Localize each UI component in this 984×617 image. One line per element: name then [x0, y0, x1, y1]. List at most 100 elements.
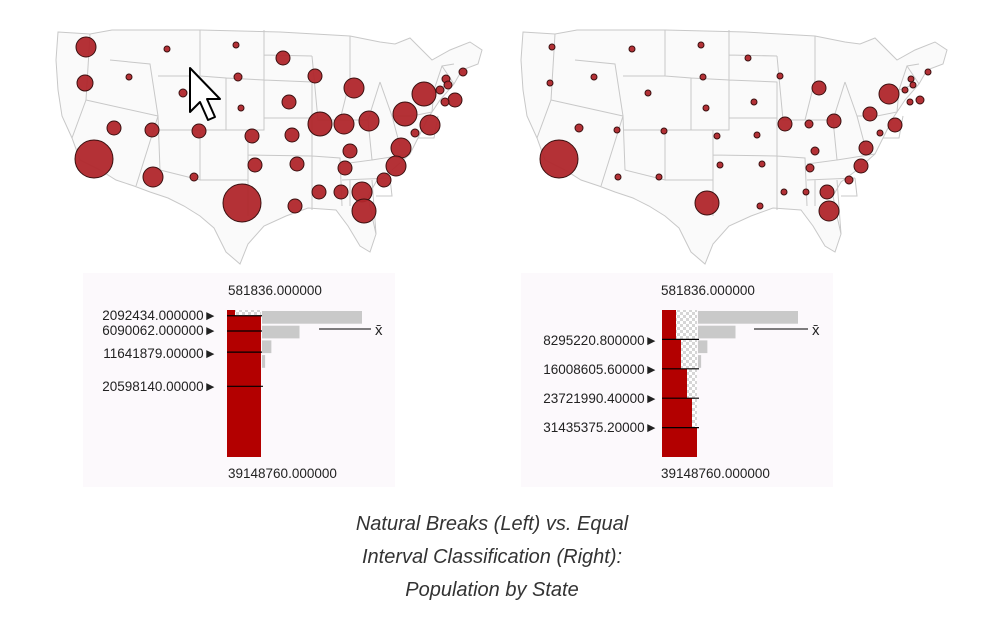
frequency-bar [262, 340, 272, 354]
state-population-symbol [333, 184, 349, 200]
state-population-symbol [744, 54, 752, 62]
histogram-plot: x̄ [662, 310, 820, 457]
state-population-symbol [307, 68, 323, 84]
state-population-symbol [539, 139, 579, 179]
state-population-symbol [222, 183, 262, 223]
state-population-symbol [307, 111, 333, 137]
state-population-symbol [178, 88, 188, 98]
state-population-symbol [574, 123, 584, 133]
state-population-symbol [702, 104, 710, 112]
equal-interval-histogram: 581836.000000 39148760.000000 8295220.80… [521, 273, 833, 487]
state-population-symbol [614, 173, 622, 181]
class-fill-2 [227, 315, 261, 331]
state-population-symbol [435, 85, 445, 95]
us-state-borders [55, 29, 483, 265]
class-fill-1 [662, 310, 676, 340]
state-population-symbol [343, 77, 365, 99]
state-population-symbol [901, 86, 909, 94]
class-fill-3 [662, 368, 687, 399]
state-population-symbol [74, 139, 114, 179]
break-label-3: 23721990.40000► [543, 391, 658, 406]
state-population-symbol [924, 68, 932, 76]
break-label-1: 8295220.800000► [543, 333, 658, 348]
break-label-1: 2092434.000000► [102, 308, 217, 323]
state-population-symbol [858, 140, 874, 156]
state-population-symbol [907, 75, 915, 83]
state-population-symbol [548, 43, 556, 51]
proportional-symbols [74, 36, 468, 224]
state-population-symbol [810, 146, 820, 156]
histogram-plot: x̄ [227, 310, 383, 457]
state-population-symbol [191, 123, 207, 139]
min-label: 581836.000000 [228, 283, 322, 298]
class-fill-4 [662, 398, 692, 428]
natural-breaks-map [55, 29, 483, 265]
equal-interval-map [520, 29, 948, 265]
state-population-symbol [281, 94, 297, 110]
state-population-symbol [613, 126, 621, 134]
state-population-symbol [289, 156, 305, 172]
mean-symbol: x̄ [812, 322, 820, 339]
frequency-bar [262, 325, 300, 339]
mean-symbol: x̄ [375, 322, 383, 339]
state-population-symbol [716, 161, 724, 169]
state-population-symbol [862, 106, 878, 122]
natural-breaks-histogram: 581836.000000 39148760.000000 2092434.00… [83, 273, 395, 487]
state-population-symbol [628, 45, 636, 53]
frequency-bar [698, 340, 708, 354]
state-population-symbol [232, 41, 240, 49]
state-population-symbol [351, 198, 377, 224]
class-fill-1 [227, 310, 235, 316]
state-population-symbol [590, 73, 598, 81]
state-population-symbol [106, 120, 122, 136]
frequency-bar [262, 311, 362, 324]
state-population-symbol [275, 50, 291, 66]
state-population-symbol [410, 128, 420, 138]
state-population-symbol [447, 92, 463, 108]
caption-line-2: Interval Classification (Right): [361, 546, 623, 568]
state-population-symbol [750, 98, 758, 106]
state-population-symbol [887, 117, 903, 133]
state-population-symbol [376, 172, 392, 188]
state-population-symbol [390, 137, 412, 159]
max-label: 39148760.000000 [661, 466, 770, 481]
state-population-symbol [76, 74, 94, 92]
state-population-symbol [876, 129, 884, 137]
state-population-symbol [358, 110, 380, 132]
break-label-2: 16008605.60000► [543, 362, 658, 377]
frequency-bar [262, 355, 266, 368]
state-population-symbol [189, 172, 199, 182]
state-population-symbol [411, 81, 437, 107]
class-fill-3 [227, 330, 261, 353]
state-population-symbol [713, 132, 721, 140]
state-population-symbol [311, 184, 327, 200]
state-population-symbol [804, 119, 814, 129]
us-outline [520, 29, 948, 265]
state-population-symbol [247, 157, 263, 173]
state-population-symbol [915, 95, 925, 105]
state-population-symbol [906, 98, 914, 106]
state-population-symbol [244, 128, 260, 144]
state-population-symbol [756, 202, 764, 210]
break-label-2: 6090062.000000► [102, 323, 217, 338]
state-population-symbol [337, 160, 353, 176]
state-population-symbol [163, 45, 171, 53]
class-fill-2 [662, 339, 681, 369]
state-population-symbol [546, 79, 554, 87]
state-population-symbol [753, 131, 761, 139]
mouse-pointer-icon [189, 67, 221, 121]
frequency-bar [698, 325, 736, 339]
us-outline [55, 29, 483, 265]
state-population-symbol [826, 113, 842, 129]
state-population-symbol [776, 72, 784, 80]
figure-caption: Natural Breaks (Left) vs. Equal Interval… [0, 508, 984, 607]
state-population-symbol [819, 184, 835, 200]
state-population-symbol [443, 80, 453, 90]
us-state-borders [520, 29, 948, 265]
state-population-symbol [777, 116, 793, 132]
state-population-symbol [287, 198, 303, 214]
state-population-symbol [660, 127, 668, 135]
state-population-symbol [758, 160, 766, 168]
state-population-symbol [811, 80, 827, 96]
max-label: 39148760.000000 [228, 466, 337, 481]
